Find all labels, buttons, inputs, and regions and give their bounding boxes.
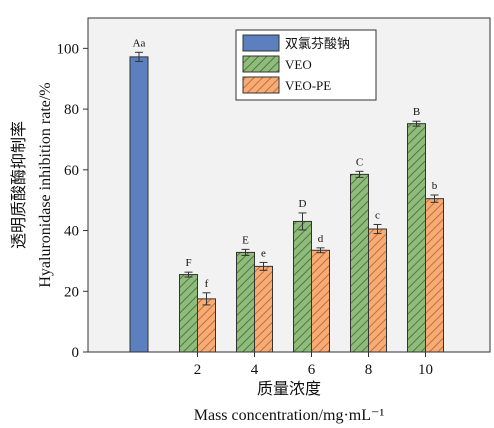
significance-letter: c xyxy=(375,209,380,221)
bar-veo-pe xyxy=(197,298,216,353)
y-axis-title-cn: 透明质酸酶抑制率 xyxy=(10,121,28,249)
significance-letter: Aa xyxy=(133,37,146,49)
legend: 双氯芬酸钠 VEO VEO-PE xyxy=(235,29,377,101)
x-tick-label: 4 xyxy=(251,362,259,378)
legend-label-veo-pe: VEO-PE xyxy=(285,78,331,93)
bar-veo-pe xyxy=(254,265,273,353)
x-axis-title-cn: 质量浓度 xyxy=(257,380,321,398)
y-tick-label: 0 xyxy=(72,345,80,361)
bar-veo-pe xyxy=(311,249,330,353)
y-tick-label: 20 xyxy=(64,284,79,300)
legend-swatch-diclofenac xyxy=(242,34,280,52)
bar-veo-pe xyxy=(425,198,444,353)
y-tick-label: 80 xyxy=(64,102,79,118)
significance-letter: D xyxy=(299,198,307,210)
significance-letter: B xyxy=(413,106,420,118)
y-tick-label: 60 xyxy=(64,163,79,179)
legend-label-diclofenac: 双氯芬酸钠 xyxy=(285,36,350,51)
significance-letter: f xyxy=(205,278,209,290)
x-tick-label: 10 xyxy=(418,362,433,378)
bar-veo xyxy=(293,220,312,353)
bar-veo-pe xyxy=(368,228,387,353)
y-axis-title-en: Hyaluronidase inhibition rate/% xyxy=(37,82,54,287)
bar-veo xyxy=(179,274,198,353)
y-tick-label: 100 xyxy=(57,41,80,57)
significance-letter: F xyxy=(185,257,191,269)
x-axis-title-en: Mass concentration/mg·mL⁻¹ xyxy=(194,407,385,424)
bar-veo xyxy=(350,173,369,353)
y-tick-label: 40 xyxy=(64,224,79,240)
bar-veo xyxy=(236,251,255,353)
significance-letter: b xyxy=(432,180,438,192)
significance-letter: C xyxy=(356,156,363,168)
x-tick-label: 2 xyxy=(194,362,202,378)
x-tick-label: 6 xyxy=(308,362,316,378)
significance-letter: e xyxy=(261,247,266,259)
x-tick-label: 8 xyxy=(365,362,373,378)
legend-label-veo: VEO xyxy=(285,57,312,72)
significance-letter: d xyxy=(318,233,324,245)
significance-letter: E xyxy=(242,234,249,246)
bar-diclofenac xyxy=(129,56,149,353)
legend-swatch-veo-pe xyxy=(242,76,280,94)
bar-veo xyxy=(407,123,426,353)
legend-swatch-veo xyxy=(242,55,280,73)
